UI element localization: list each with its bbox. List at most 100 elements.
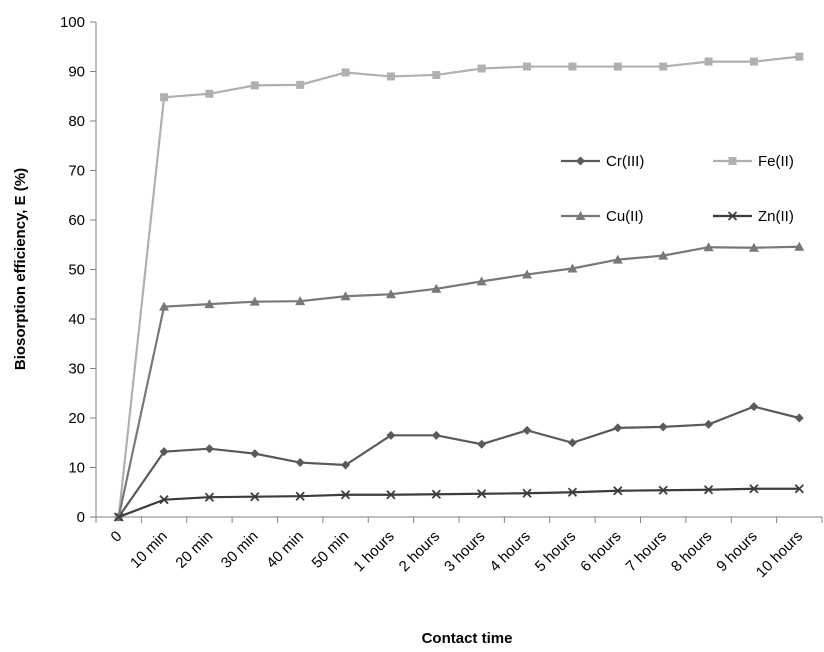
data-point xyxy=(159,447,169,457)
data-point xyxy=(204,299,215,309)
x-tick-label: 5 hours xyxy=(532,528,579,575)
data-point xyxy=(749,57,758,66)
data-point xyxy=(658,422,668,432)
data-point xyxy=(748,242,759,252)
y-tick-label: 80 xyxy=(68,113,85,130)
data-point xyxy=(340,490,351,500)
x-tick-label: 3 hours xyxy=(441,528,488,575)
legend-item: Zn(II) xyxy=(713,208,794,225)
x-tick-label: 30 min xyxy=(218,528,262,572)
data-point xyxy=(522,488,532,498)
data-point xyxy=(658,250,669,260)
series-line xyxy=(117,55,800,518)
data-point xyxy=(476,276,487,286)
data-point xyxy=(431,489,441,499)
data-point xyxy=(567,438,577,448)
data-point xyxy=(250,492,260,502)
data-point xyxy=(249,296,260,306)
legend-swatch-marker xyxy=(728,157,737,165)
x-tick-label: 10 min xyxy=(127,528,171,572)
data-point xyxy=(250,449,260,459)
legend-label: Cr(III) xyxy=(606,153,644,170)
data-point xyxy=(794,484,804,494)
data-point xyxy=(613,486,623,496)
data-point xyxy=(477,489,487,499)
series-znii xyxy=(114,484,804,522)
data-point xyxy=(295,458,305,468)
data-point xyxy=(432,70,441,79)
data-point xyxy=(477,439,487,449)
x-tick-label: 40 min xyxy=(263,528,307,572)
y-tick-label: 50 xyxy=(68,262,85,279)
data-point xyxy=(204,492,215,502)
y-tick-label: 20 xyxy=(68,410,85,427)
series-line xyxy=(118,487,800,519)
data-point xyxy=(341,460,351,470)
x-tick-label: 10 hours xyxy=(753,528,806,581)
data-point xyxy=(386,430,396,440)
data-point xyxy=(523,62,532,71)
series-line xyxy=(117,405,800,518)
data-point xyxy=(749,484,759,494)
x-tick-label: 50 min xyxy=(309,528,353,572)
x-tick-label: 0 xyxy=(108,528,126,546)
y-axis-ticks: 0 10 20 30 40 50 60 70 80 90 100 xyxy=(60,14,96,526)
data-point xyxy=(703,242,714,252)
data-point xyxy=(704,419,714,429)
data-point xyxy=(159,495,169,505)
series-line xyxy=(117,245,800,518)
x-tick-label: 4 hours xyxy=(486,528,533,575)
data-point xyxy=(659,62,668,71)
data-point xyxy=(341,68,350,77)
y-tick-label: 100 xyxy=(60,14,85,31)
x-tick-label: 1 hours xyxy=(350,528,397,575)
legend-swatch-marker xyxy=(575,211,586,220)
legend-item: Cr(III) xyxy=(561,153,644,170)
x-tick-label: 2 hours xyxy=(396,528,443,575)
x-tick-label: 20 min xyxy=(172,528,216,572)
data-point xyxy=(704,57,713,66)
y-tick-label: 10 xyxy=(68,460,85,477)
series-feii xyxy=(114,52,804,521)
legend-item: Cu(II) xyxy=(561,208,644,225)
data-point xyxy=(431,430,441,440)
data-point xyxy=(477,64,486,73)
data-point xyxy=(386,490,396,500)
legend-label: Fe(II) xyxy=(758,153,794,170)
data-point xyxy=(567,487,578,497)
data-point xyxy=(658,485,668,495)
data-point xyxy=(703,485,714,495)
data-point xyxy=(385,289,396,299)
data-point xyxy=(612,254,623,264)
data-point xyxy=(795,52,804,61)
y-tick-label: 90 xyxy=(68,64,85,81)
x-tick-label: 7 hours xyxy=(623,528,670,575)
data-point xyxy=(204,444,214,454)
data-point xyxy=(295,296,306,306)
data-point xyxy=(296,80,305,89)
legend-swatch-marker xyxy=(727,211,738,221)
data-point xyxy=(431,283,442,293)
data-point xyxy=(205,89,214,98)
y-axis-title: Biosorption efficiency, E (%) xyxy=(12,168,29,370)
y-tick-label: 40 xyxy=(68,311,85,328)
legend-label: Cu(II) xyxy=(606,208,644,225)
data-point xyxy=(794,241,805,251)
data-point xyxy=(386,72,395,81)
series-layer xyxy=(113,52,805,522)
data-point xyxy=(522,425,532,435)
x-tick-label: 8 hours xyxy=(668,528,715,575)
legend-item: Fe(II) xyxy=(713,153,794,170)
legend: Cr(III) Fe(II) Cu(II) Zn(II) xyxy=(561,153,794,225)
data-point xyxy=(295,491,305,501)
x-tick-label: 6 hours xyxy=(577,528,624,575)
series-cuii xyxy=(113,241,805,521)
data-point xyxy=(340,291,351,301)
data-point xyxy=(613,423,623,433)
data-point xyxy=(160,93,169,102)
data-point xyxy=(794,413,804,423)
y-tick-label: 60 xyxy=(68,212,85,229)
data-point xyxy=(522,269,533,279)
